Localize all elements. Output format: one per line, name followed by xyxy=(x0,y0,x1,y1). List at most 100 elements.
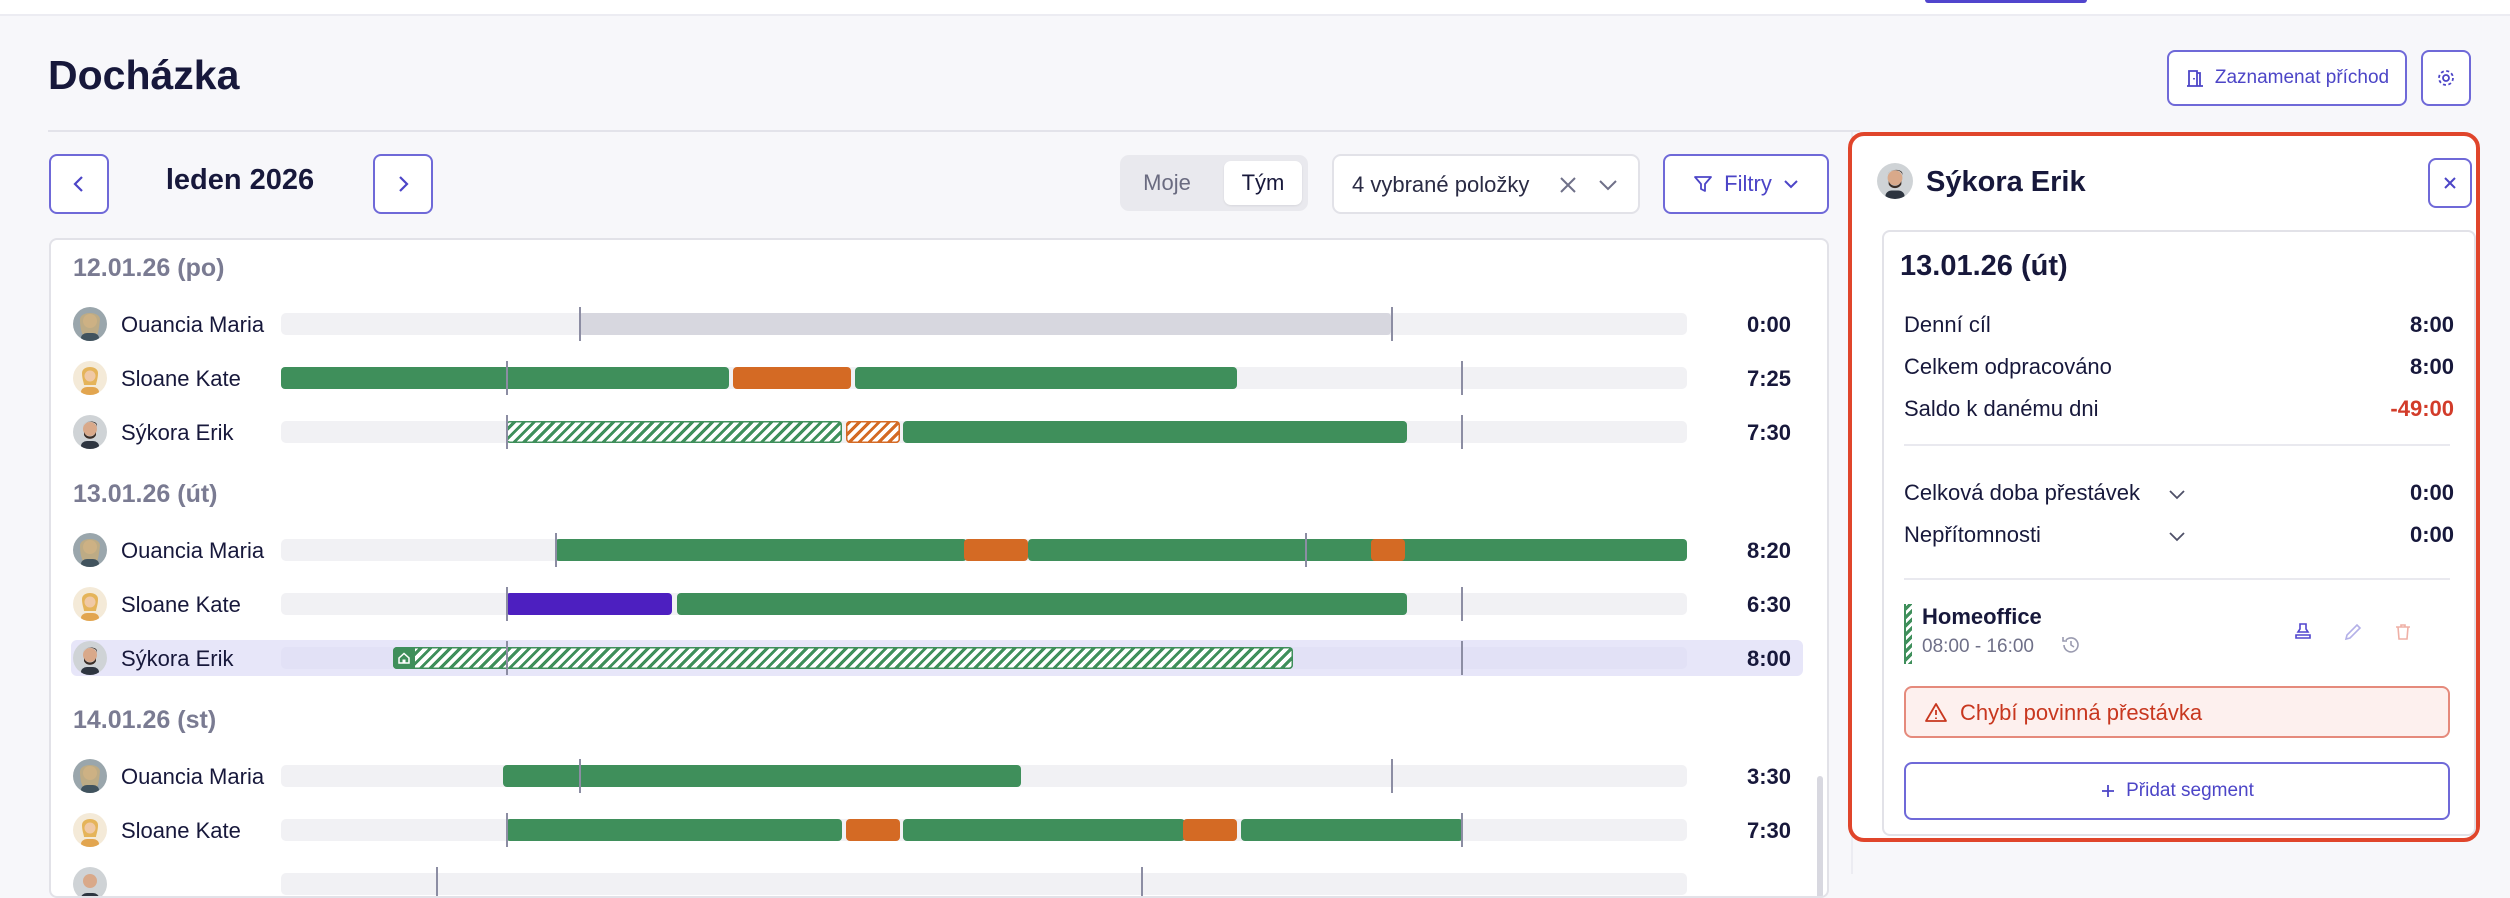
work-segment[interactable] xyxy=(506,819,842,841)
detail-employee-name: Sýkora Erik xyxy=(1926,166,2086,198)
homeoffice-segment[interactable] xyxy=(506,421,842,443)
timeline-track[interactable] xyxy=(281,587,1687,621)
employee-name: Sloane Kate xyxy=(121,592,241,617)
work-segment[interactable] xyxy=(555,539,967,561)
timeline-track[interactable] xyxy=(281,867,1687,896)
timeline-row[interactable]: Sloane Kate 7:25 xyxy=(51,360,1827,400)
top-navigation-bar xyxy=(0,0,2510,16)
timeline-row-selected[interactable]: Sýkora Erik 8:00 xyxy=(51,640,1827,680)
next-month-button[interactable] xyxy=(373,154,433,214)
stat-value: 8:00 xyxy=(2409,354,2454,379)
delete-button[interactable] xyxy=(2388,617,2418,647)
home-icon xyxy=(393,647,415,669)
timeline-row[interactable] xyxy=(51,866,1827,896)
timeline-row[interactable]: Sloane Kate 6:30 xyxy=(51,586,1827,626)
edit-button[interactable] xyxy=(2338,617,2368,647)
work-segment[interactable] xyxy=(1405,539,1687,561)
toggle-option-moje[interactable]: Moje xyxy=(1143,170,1191,195)
avatar xyxy=(73,641,107,675)
stat-label: Celkem odpracováno xyxy=(1904,354,2112,379)
employee-name: Ouancia Maria xyxy=(121,764,265,789)
timeline-row[interactable]: Ouancia Maria 3:30 xyxy=(51,758,1827,798)
homeoffice-segment[interactable] xyxy=(393,647,1293,669)
timeline-row[interactable]: Ouancia Maria 0:00 xyxy=(51,306,1827,346)
row-total: 7:25 xyxy=(1746,366,1791,391)
avatar xyxy=(73,533,107,567)
timeline-panel: 12.01.26 (po) Ouancia Maria 0:00 Sloane … xyxy=(49,238,1829,898)
day-detail-card: 13.01.26 (út) Denní cíl 8:00 Celkem odpr… xyxy=(1882,230,2476,836)
detail-panel: Sýkora Erik 13.01.26 (út) Denní cíl 8:00… xyxy=(1848,132,2480,842)
stat-label: Saldo k danému dni xyxy=(1904,396,2099,421)
avatar xyxy=(73,415,107,449)
timeline-row[interactable]: Sýkora Erik 7:30 xyxy=(51,414,1827,454)
break-segment[interactable] xyxy=(1371,539,1405,561)
close-button[interactable] xyxy=(2428,158,2472,208)
break-segment[interactable] xyxy=(1183,819,1237,841)
chevron-left-icon xyxy=(73,176,83,192)
timeline-track[interactable] xyxy=(281,361,1687,395)
shift-marker xyxy=(506,813,508,847)
timeline-track[interactable] xyxy=(281,759,1687,793)
plus-icon xyxy=(2102,785,2115,797)
row-total: 7:30 xyxy=(1746,420,1791,445)
stamp-icon xyxy=(2295,623,2311,639)
shift-marker xyxy=(506,361,508,395)
timeline-row[interactable]: Ouancia Maria 8:20 xyxy=(51,532,1827,572)
approve-stamp-button[interactable] xyxy=(2288,617,2318,647)
timeline-row[interactable]: Sloane Kate 7:30 xyxy=(51,812,1827,852)
shift-marker xyxy=(1305,533,1307,567)
timeline-track[interactable] xyxy=(281,307,1687,341)
employee-name: Ouancia Maria xyxy=(121,312,265,337)
history-icon[interactable] xyxy=(2060,634,2082,656)
items-select-value: 4 vybrané položky xyxy=(1352,172,1530,197)
work-segment[interactable] xyxy=(1028,539,1434,561)
filters-button[interactable]: Filtry xyxy=(1663,154,1829,214)
break-segment[interactable] xyxy=(733,367,851,389)
work-segment[interactable] xyxy=(855,367,1237,389)
chevron-down-icon xyxy=(1599,180,1617,191)
avatar xyxy=(1877,163,1913,199)
planned-segment[interactable] xyxy=(579,313,1391,335)
shift-marker xyxy=(436,867,438,896)
shift-marker xyxy=(506,587,508,621)
work-segment[interactable] xyxy=(1241,819,1463,841)
work-segment[interactable] xyxy=(903,421,1407,443)
work-segment[interactable] xyxy=(503,765,1021,787)
detail-date: 13.01.26 (út) xyxy=(1900,250,2068,282)
previous-month-button[interactable] xyxy=(49,154,109,214)
shift-marker xyxy=(506,415,508,449)
header-divider xyxy=(48,130,1860,132)
row-total: 0:00 xyxy=(1746,312,1791,337)
expander-value: 0:00 xyxy=(2409,480,2454,505)
break-segment[interactable] xyxy=(846,819,900,841)
toggle-option-tym[interactable]: Tým xyxy=(1224,161,1302,205)
timeline-track[interactable] xyxy=(281,641,1687,675)
other-activity-segment[interactable] xyxy=(506,593,672,615)
timeline-track[interactable] xyxy=(281,813,1687,847)
break-segment[interactable] xyxy=(846,421,900,443)
record-arrival-button[interactable]: Zaznamenat příchod xyxy=(2167,50,2407,106)
work-segment[interactable] xyxy=(281,367,729,389)
shift-marker xyxy=(506,641,508,675)
timeline-track[interactable] xyxy=(281,415,1687,449)
employee-name: Sýkora Erik xyxy=(121,420,234,445)
gear-icon xyxy=(2438,70,2454,86)
expander-label: Nepřítomnosti xyxy=(1904,522,2041,547)
scrollbar[interactable] xyxy=(1817,776,1823,896)
break-segment[interactable] xyxy=(964,539,1028,561)
add-segment-button[interactable]: Přidat segment xyxy=(1904,762,2450,820)
shift-marker xyxy=(555,533,557,567)
expander-value: 0:00 xyxy=(2409,522,2454,547)
avatar xyxy=(73,759,107,793)
shift-marker xyxy=(1461,641,1463,675)
timeline-track[interactable] xyxy=(281,533,1687,567)
trash-icon xyxy=(2396,624,2410,640)
shift-marker xyxy=(1391,307,1393,341)
items-select[interactable]: 4 vybrané položky xyxy=(1332,154,1640,214)
clear-icon[interactable] xyxy=(1556,173,1580,197)
work-segment[interactable] xyxy=(677,593,1407,615)
day-header: 14.01.26 (st) xyxy=(73,706,217,734)
row-total: 8:00 xyxy=(1746,646,1791,671)
settings-button[interactable] xyxy=(2421,50,2471,106)
work-segment[interactable] xyxy=(903,819,1185,841)
